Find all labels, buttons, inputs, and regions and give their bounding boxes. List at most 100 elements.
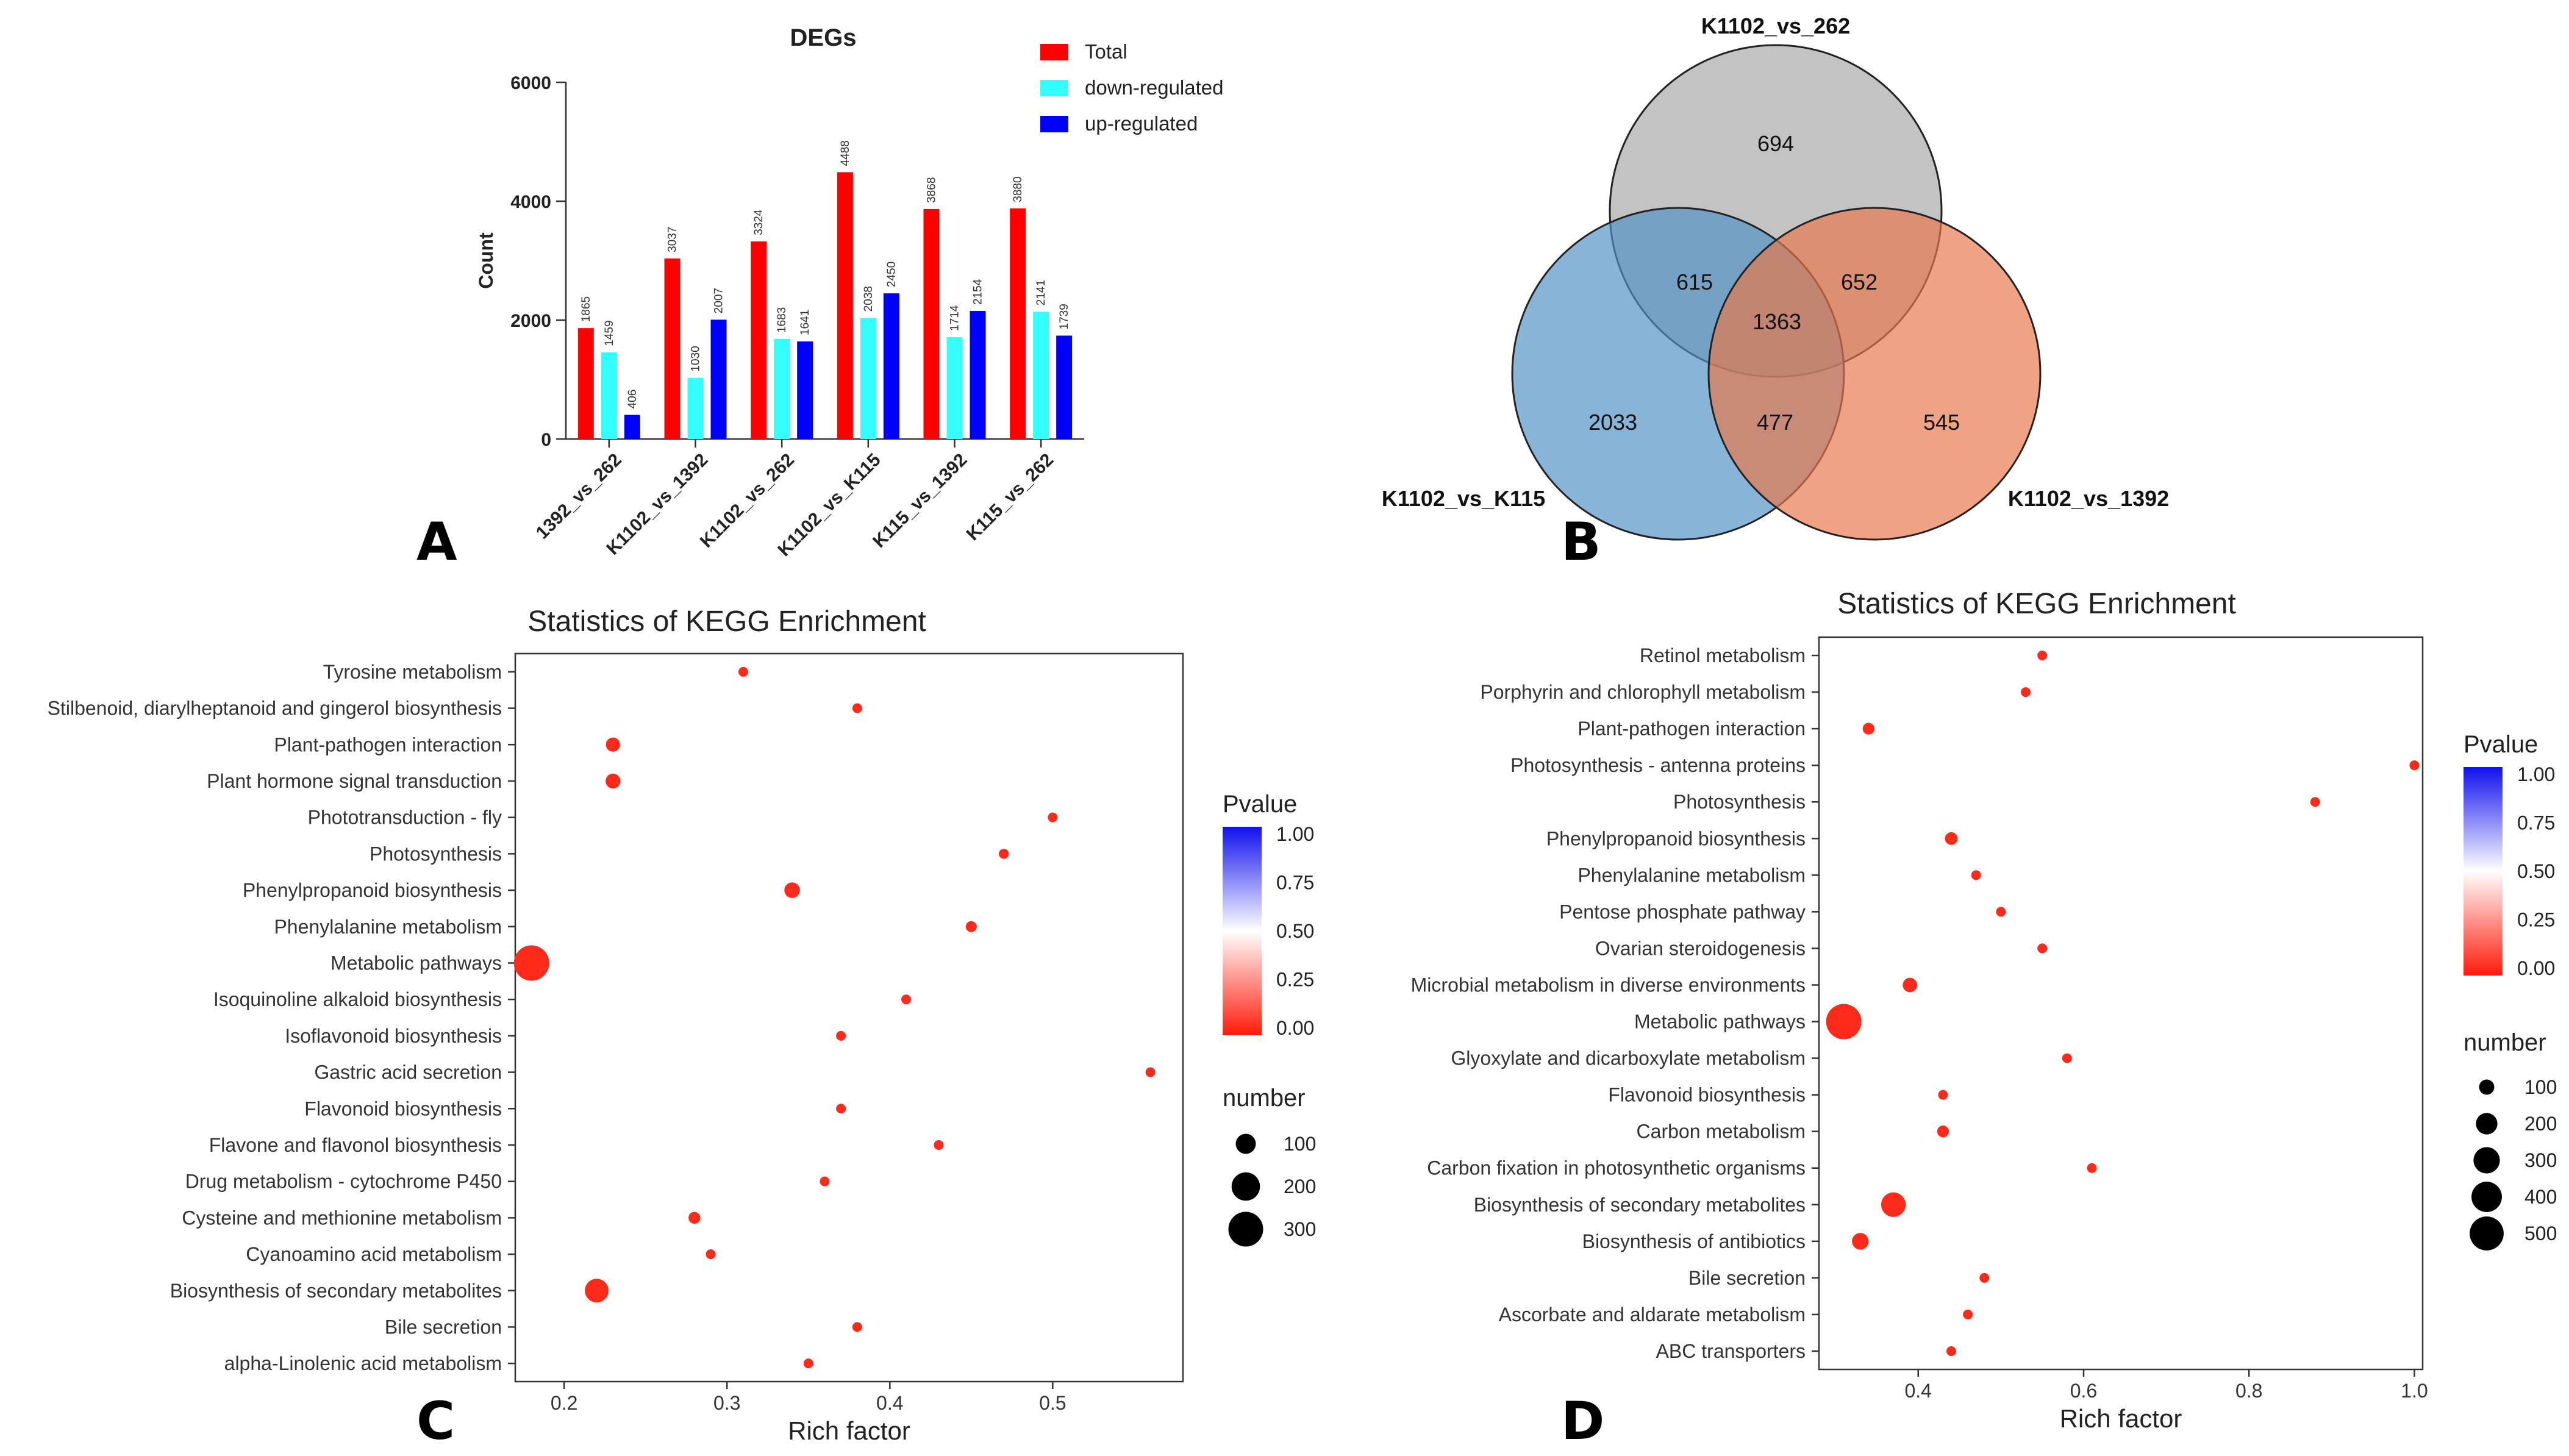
d-point <box>1945 832 1958 845</box>
a-y-label: Count <box>475 232 497 289</box>
b-region-count: 545 <box>1923 410 1960 435</box>
c-size-legend-title: number <box>1223 1085 1306 1112</box>
panel-d-kegg-scatter: Statistics of KEGG Enrichment Retinol met… <box>1411 588 2557 1433</box>
c-y-tick-label: Phenylpropanoid biosynthesis <box>243 879 502 901</box>
panel-a-bar-chart: DEGs 0 2000 4000 6000 Count 1865 1459 406 1392_vs… <box>475 24 1224 560</box>
c-point <box>606 773 621 789</box>
a-bar-value-label: 1683 <box>776 307 788 333</box>
d-y-tick-label: Biosynthesis of secondary metabolites <box>1474 1194 1806 1216</box>
c-colorbar-tick-label: 0.25 <box>1276 969 1314 991</box>
d-x-tick-label: 0.4 <box>1904 1380 1931 1402</box>
d-title: Statistics of KEGG Enrichment <box>1837 588 2236 620</box>
d-colorbar-tick-label: 1.00 <box>2517 763 2555 785</box>
d-size-legend-label: 300 <box>2524 1149 2557 1171</box>
a-bar-value-label: 2141 <box>1035 280 1048 305</box>
c-y-tick-label: Stilbenoid, diarylheptanoid and gingerol… <box>48 698 502 719</box>
a-title: DEGs <box>790 24 857 51</box>
c-x-tick-label: 0.3 <box>713 1392 740 1414</box>
d-point <box>1881 1192 1906 1217</box>
d-point <box>2021 687 2031 698</box>
b-set-label: K1102_vs_K115 <box>1382 486 1545 511</box>
c-point <box>965 921 977 932</box>
a-bar-downregulated <box>687 377 704 439</box>
d-x-label: Rich factor <box>2060 1404 2182 1433</box>
c-pvalue-legend-title: Pvalue <box>1223 791 1297 818</box>
a-bar-total <box>1010 208 1026 439</box>
d-size-legend-title: number <box>2464 1029 2546 1056</box>
a-y-tick-label: 4000 <box>510 192 551 212</box>
a-bar-upregulated <box>710 319 727 439</box>
d-size-legend-dot <box>2473 1147 2500 1174</box>
d-y-tick-label: Flavonoid biosynthesis <box>1608 1084 1806 1106</box>
d-y-tick-label: Biosynthesis of antibiotics <box>1582 1230 1806 1252</box>
a-bar-value-label: 3037 <box>666 227 679 252</box>
c-size-legend-label: 300 <box>1284 1218 1316 1240</box>
c-colorbar-tick-label: 0.00 <box>1276 1017 1314 1039</box>
a-x-tick-label: K115_vs_1392 <box>869 450 971 552</box>
c-y-tick-label: Plant hormone signal transduction <box>207 770 502 792</box>
d-size-legend-label: 100 <box>2524 1076 2557 1098</box>
a-bar-value-label: 1030 <box>690 346 702 371</box>
a-x-tick-label: K115_vs_262 <box>963 450 1057 544</box>
panel-b-venn-diagram: K1102_vs_262 K1102_vs_K115 K1102_vs_1392 69… <box>1382 13 2169 541</box>
a-legend-swatch <box>1040 44 1068 60</box>
a-y-tick-label: 0 <box>541 430 551 450</box>
d-point <box>1938 1090 1948 1100</box>
panel-letter-c: C <box>416 1391 455 1452</box>
a-y-tick-label: 2000 <box>510 311 551 331</box>
c-point <box>934 1140 944 1150</box>
c-pvalue-colorbar <box>1223 827 1262 1035</box>
b-set-label: K1102_vs_262 <box>1701 13 1850 38</box>
c-y-tick-label: Phototransduction - fly <box>308 807 502 829</box>
c-y-tick-label: Biosynthesis of secondary metabolites <box>170 1280 502 1302</box>
d-y-tick-label: Metabolic pathways <box>1634 1011 1806 1033</box>
d-point <box>1903 977 1918 993</box>
d-y-tick-label: Phenylpropanoid biosynthesis <box>1546 827 1806 849</box>
c-y-tick-label: Tyrosine metabolism <box>323 661 502 683</box>
a-bar-value-label: 3868 <box>926 177 938 203</box>
a-bar-downregulated <box>860 318 876 439</box>
b-venn-circle <box>1707 207 2042 541</box>
a-bar-value-label: 406 <box>626 390 639 409</box>
a-legend-label: up-regulated <box>1085 112 1198 135</box>
c-point <box>688 1212 701 1224</box>
a-legend-label: Total <box>1085 40 1127 63</box>
c-colorbar-tick-label: 0.75 <box>1276 872 1314 894</box>
c-plot-frame <box>514 652 1184 1383</box>
d-point <box>1996 907 2006 917</box>
a-legend-label: down-regulated <box>1085 76 1224 99</box>
d-y-tick-label: Plant-pathogen interaction <box>1577 718 1806 740</box>
b-region-count: 2033 <box>1588 410 1637 435</box>
d-size-legend-label: 200 <box>2524 1113 2557 1135</box>
d-point <box>1852 1233 1869 1250</box>
a-bar-value-label: 4488 <box>839 140 852 166</box>
a-bar-upregulated <box>797 341 813 439</box>
a-x-tick-label: 1392_vs_262 <box>532 450 626 543</box>
c-size-legend-dot <box>1231 1172 1260 1201</box>
a-bar-value-label: 2154 <box>972 279 985 305</box>
d-y-tick-label: Phenylalanine metabolism <box>1577 864 1806 886</box>
c-y-tick-label: Flavone and flavonol biosynthesis <box>209 1134 502 1156</box>
a-bar-value-label: 1641 <box>799 310 812 335</box>
d-point <box>1946 1346 1956 1356</box>
d-y-tick-label: Ovarian steroidogenesis <box>1595 937 1806 959</box>
d-colorbar-tick-label: 0.75 <box>2517 812 2555 834</box>
a-bar-upregulated <box>970 310 986 439</box>
b-region-count: 694 <box>1757 131 1794 156</box>
d-point <box>2062 1053 2072 1063</box>
c-point <box>901 994 911 1005</box>
panel-letter-a: A <box>416 512 457 573</box>
panel-letter-b: B <box>1561 512 1601 573</box>
c-colorbar-tick-label: 0.50 <box>1276 920 1314 942</box>
c-point <box>1048 812 1058 823</box>
c-x-tick-label: 0.5 <box>1039 1392 1066 1414</box>
d-plot-frame <box>1818 636 2424 1371</box>
d-size-legend-dot <box>2470 1216 2504 1251</box>
c-y-tick-label: Metabolic pathways <box>331 952 502 974</box>
c-y-tick-label: alpha-Linolenic acid metabolism <box>224 1352 502 1374</box>
d-size-legend-label: 500 <box>2524 1222 2557 1244</box>
c-point <box>706 1249 716 1260</box>
a-bar-downregulated <box>774 338 790 439</box>
d-point <box>1826 1004 1862 1040</box>
